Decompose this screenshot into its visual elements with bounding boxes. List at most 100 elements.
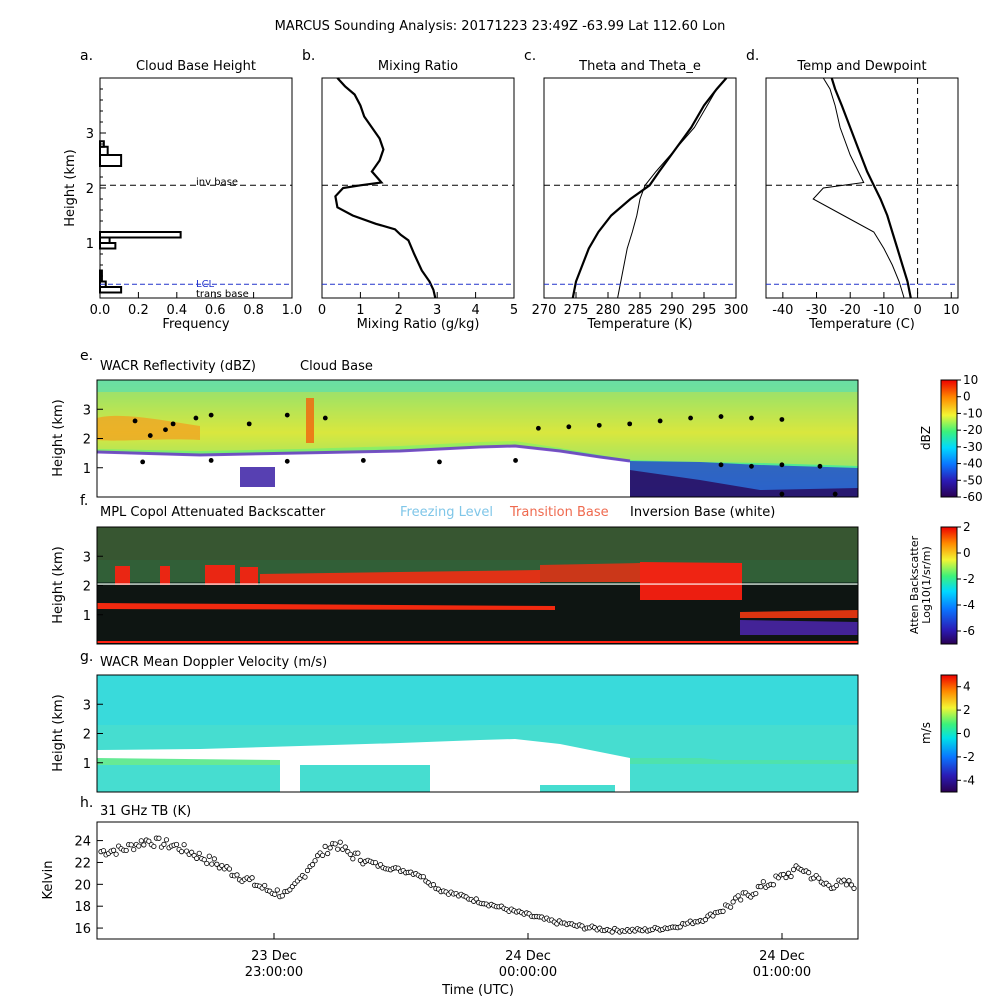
dbz-colorbar (940, 379, 958, 498)
tb-point (141, 842, 147, 848)
colorbar-tick-label: -40 (963, 457, 983, 471)
ytick-label: 1 (86, 237, 94, 252)
cloud-base-point (437, 459, 442, 465)
tb-point (760, 879, 766, 885)
panel-a-title: Cloud Base Height (136, 59, 256, 74)
cloud-base-label: Cloud Base (300, 359, 373, 374)
tb-point (806, 870, 812, 876)
panel-h: h. 31 GHz TB (K) 16 18 20 22 24 Kelvin 23 De… (41, 795, 859, 998)
panel-g-title: WACR Mean Doppler Velocity (m/s) (100, 655, 327, 670)
histogram-bar (99, 154, 123, 167)
ytick-label: 24 (74, 835, 91, 850)
ytick-label: 1 (83, 609, 91, 624)
tb-point (372, 860, 379, 866)
tb-point (123, 847, 129, 854)
panel-d-xlabel: Temperature (C) (808, 317, 915, 332)
panel-a-ylabel: Height (km) (63, 149, 78, 226)
tb-point (730, 899, 736, 905)
xtick-label: 0.0 (90, 303, 111, 318)
panel-f-yticks: 1 2 3 (83, 550, 103, 624)
panel-c-xlabel: Temperature (K) (586, 317, 692, 332)
tb-point (209, 861, 215, 867)
tb-point (309, 862, 316, 868)
panel-d: d. Temp and Dewpoint -40 -30 -20 -10 0 10 Tem… (746, 48, 960, 332)
cloud-base-point (284, 412, 290, 418)
dbz-colorbar-label: dBZ (919, 426, 933, 450)
tb-point (161, 841, 167, 847)
panel-d-frame (765, 77, 959, 299)
backscatter-low-cloud-2 (740, 610, 858, 618)
xtick-label: 4 (471, 303, 479, 318)
ytick-label: 3 (83, 698, 91, 713)
cloud-base-point (627, 421, 633, 427)
backscatter-colorbar (940, 526, 958, 645)
panel-b-letter: b. (302, 48, 315, 64)
xtick-label: 3 (433, 303, 441, 318)
tb-point (110, 847, 117, 853)
colorbar-tick-label: 0 (963, 546, 971, 560)
cloud-base-point (817, 463, 823, 469)
trans-base-annotation: trans base (196, 289, 249, 300)
tb-point (128, 842, 134, 848)
cloud-base-point (284, 458, 290, 464)
tb-point (337, 839, 343, 845)
tb-point (720, 908, 726, 914)
panel-h-yticks: 16 18 20 22 24 (74, 835, 103, 937)
tb-point (327, 845, 333, 851)
ytick-label: 2 (83, 580, 91, 595)
tb-point (131, 846, 137, 853)
colorbar-tick-label: 0 (963, 727, 971, 741)
tb-point (420, 874, 426, 880)
backscatter-low-cloud (97, 603, 555, 610)
tb-point (219, 862, 225, 869)
ytick-label: 3 (83, 550, 91, 565)
tb-point (473, 896, 479, 902)
tb-point (194, 855, 200, 861)
cloud-base-point (163, 427, 168, 433)
tb-point (790, 867, 797, 873)
panel-a: a. Cloud Base Height inv base LCL trans … (63, 48, 302, 332)
tb-point (325, 850, 331, 857)
reflectivity-surface-echo (630, 470, 858, 497)
tb-point (735, 893, 741, 899)
tb-point (848, 882, 855, 888)
tb-point (342, 844, 348, 850)
tb-point (347, 851, 353, 857)
cloud-base-point (566, 424, 572, 430)
xtick-label: 295 (692, 303, 717, 318)
xtick-label: 275 (564, 303, 589, 318)
tb-point (783, 874, 789, 881)
tb-point (272, 891, 278, 897)
tb-point (100, 848, 107, 854)
transition-base-legend: Transition Base (509, 505, 609, 520)
reflectivity-cloud-top (97, 380, 858, 392)
panel-b-frame (321, 77, 515, 299)
panel-g: g. WACR Mean Doppler Velocity (m/s) 123 … (51, 649, 975, 793)
tb-scatter-points (98, 835, 857, 935)
tb-point (758, 884, 764, 890)
panel-g-yticks: 1 2 3 (83, 698, 103, 772)
tb-point (146, 838, 152, 844)
tb-point (302, 874, 308, 880)
panel-d-xticks: -40 -30 -20 -10 0 10 (772, 292, 960, 318)
tb-point (350, 856, 356, 862)
cloud-base-point (208, 458, 214, 463)
panel-h-frame (96, 821, 859, 940)
panel-e-yticks: 1 2 3 (83, 403, 103, 477)
cloud-base-point (832, 491, 838, 497)
tb-point (430, 882, 437, 888)
cloud-base-point (749, 415, 754, 421)
cloud-base-point (718, 462, 724, 468)
panel-h-ylabel: Kelvin (41, 860, 56, 899)
ytick-label: 20 (74, 878, 91, 893)
panel-a-frame (99, 77, 293, 299)
tb-point (833, 882, 839, 889)
cloud-base-histogram (99, 140, 182, 294)
tb-point (851, 885, 857, 891)
tb-point (702, 917, 709, 923)
tb-point (609, 929, 615, 935)
panel-h-letter: h. (80, 795, 93, 811)
backscatter-cloud-2 (260, 570, 540, 584)
backscatter-cloud-3 (540, 563, 640, 582)
